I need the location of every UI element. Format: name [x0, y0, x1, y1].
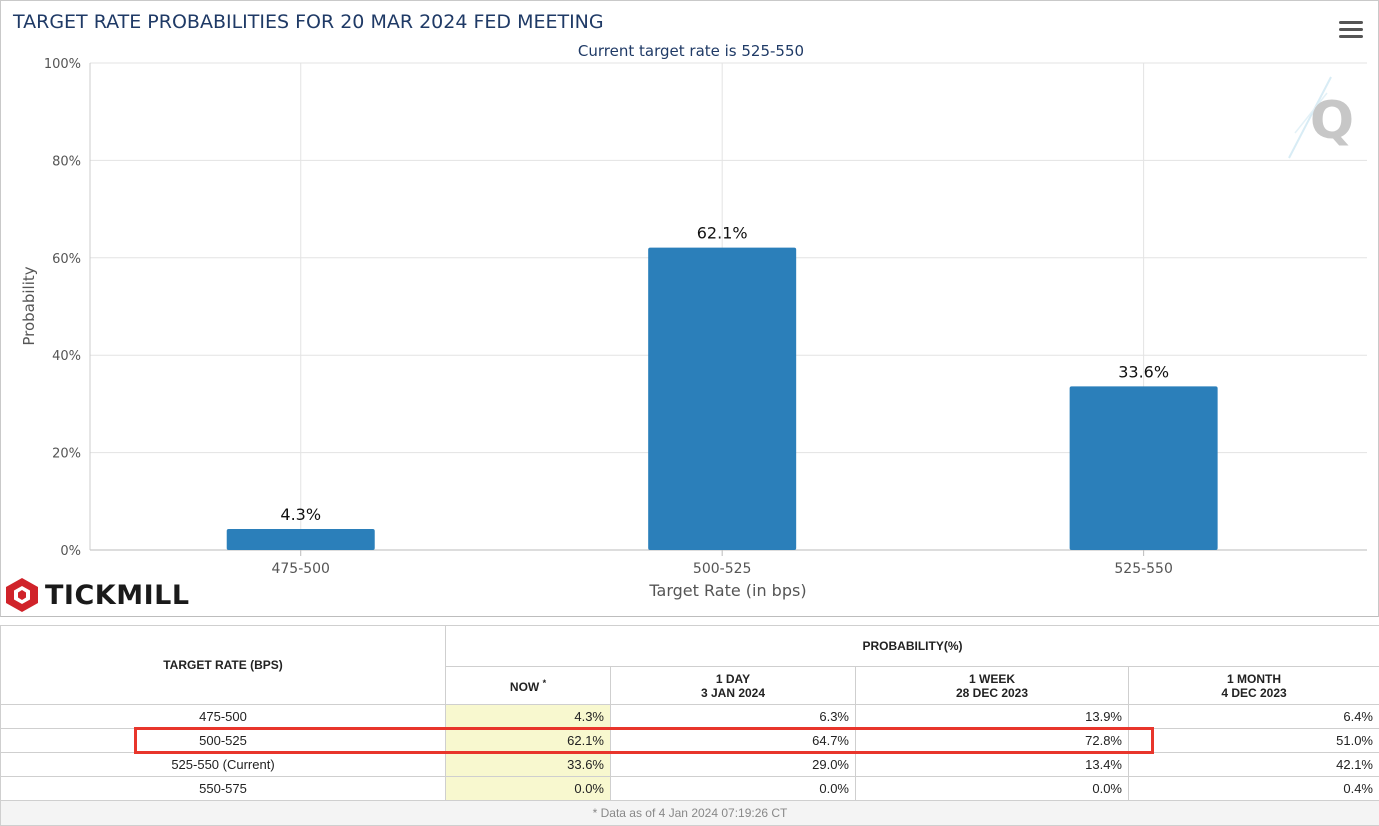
bar-chart: TARGET RATE PROBABILITIES FOR 20 MAR 202… [12, 11, 1367, 600]
chart-subtitle: Current target rate is 525-550 [578, 42, 804, 60]
table-row: 525-550 (Current) 33.6% 29.0% 13.4% 42.1… [0, 752, 1379, 777]
cell-1-month: 42.1% [1128, 752, 1379, 777]
cell-1-month: 6.4% [1128, 704, 1379, 729]
y-tick-label: 100% [44, 57, 81, 72]
cell-rate: 475-500 [0, 704, 446, 729]
cell-now: 0.0% [445, 776, 611, 801]
y-tick-label: 40% [52, 349, 81, 364]
x-tick-label: 525-550 [1114, 561, 1173, 577]
y-tick-label: 0% [60, 544, 81, 559]
header-probability: PROBABILITY(%) [445, 625, 1379, 667]
data-label: 33.6% [1118, 362, 1169, 381]
header-target-rate: TARGET RATE (BPS) [0, 625, 446, 705]
cell-1-day: 6.3% [610, 704, 856, 729]
table-row: 500-525 62.1% 64.7% 72.8% 51.0% [0, 728, 1379, 753]
header-1-day: 1 DAY 3 JAN 2024 [610, 666, 856, 705]
y-tick-label: 60% [52, 252, 81, 267]
cell-1-day: 0.0% [610, 776, 856, 801]
chart-panel: TARGET RATE PROBABILITIES FOR 20 MAR 202… [0, 0, 1379, 617]
data-label: 62.1% [697, 224, 748, 243]
cell-now: 33.6% [445, 752, 611, 777]
header-1-week: 1 WEEK 28 DEC 2023 [855, 666, 1129, 705]
bar-500-525[interactable] [648, 247, 797, 550]
table-footnote: * Data as of 4 Jan 2024 07:19:26 CT [0, 800, 1379, 826]
hamburger-menu-icon[interactable] [1339, 21, 1363, 41]
cell-1-week: 0.0% [855, 776, 1129, 801]
cell-rate: 550-575 [0, 776, 446, 801]
y-tick-label: 20% [52, 447, 81, 462]
cell-now: 4.3% [445, 704, 611, 729]
cell-1-week: 72.8% [855, 728, 1129, 753]
data-label: 4.3% [280, 505, 321, 524]
table-row: 550-575 0.0% 0.0% 0.0% 0.4% [0, 776, 1379, 801]
tickmill-logo: TICKMILL [5, 575, 190, 615]
tickmill-logo-text: TICKMILL [45, 579, 190, 611]
tickmill-logo-icon [6, 578, 38, 612]
bar-475-500[interactable] [226, 529, 375, 550]
svg-text:Q: Q [1310, 91, 1354, 151]
cell-rate: 525-550 (Current) [0, 752, 446, 777]
cell-1-day: 64.7% [610, 728, 856, 753]
table-row: 475-500 4.3% 6.3% 13.9% 6.4% [0, 704, 1379, 729]
cell-now: 62.1% [445, 728, 611, 753]
header-now: NOW * [445, 666, 611, 705]
chart-title: TARGET RATE PROBABILITIES FOR 20 MAR 202… [12, 11, 604, 33]
x-tick-label: 500-525 [693, 561, 752, 577]
probability-table: TARGET RATE (BPS) PROBABILITY(%) NOW * 1… [0, 625, 1379, 826]
cell-1-week: 13.9% [855, 704, 1129, 729]
y-tick-label: 80% [52, 154, 81, 169]
header-1-month: 1 MONTH 4 DEC 2023 [1128, 666, 1379, 705]
q-watermark-icon: Q [1288, 76, 1354, 159]
cell-rate: 500-525 [0, 728, 446, 753]
y-axis-label: Probability [20, 266, 38, 345]
bar-525-550[interactable] [1069, 386, 1218, 550]
x-tick-label: 475-500 [271, 561, 330, 577]
cell-1-day: 29.0% [610, 752, 856, 777]
x-axis-label: Target Rate (in bps) [648, 581, 806, 600]
cell-1-month: 0.4% [1128, 776, 1379, 801]
cell-1-week: 13.4% [855, 752, 1129, 777]
cell-1-month: 51.0% [1128, 728, 1379, 753]
